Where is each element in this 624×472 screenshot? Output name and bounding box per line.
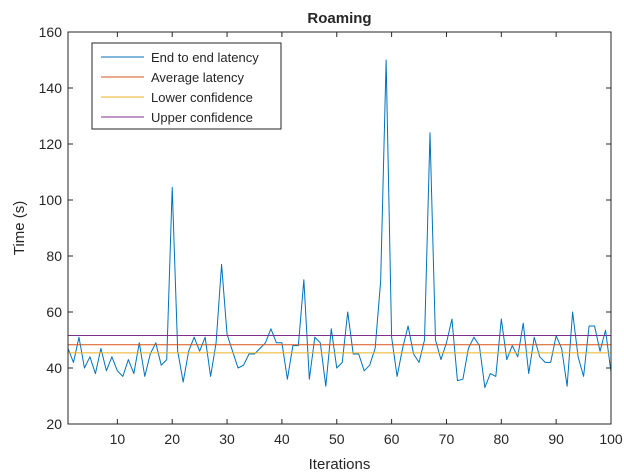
legend-label-2: Lower confidence — [151, 90, 253, 105]
series-layer — [67, 59, 612, 389]
y-tick-label-0: 20 — [46, 416, 62, 432]
x-tick-label-1: 20 — [164, 431, 180, 447]
legend: End to end latency Average latency Lower c… — [91, 42, 282, 130]
x-tick-label-4: 50 — [329, 431, 345, 447]
y-tick-label-3: 80 — [46, 248, 62, 264]
y-axis-title: Time (s) — [11, 201, 28, 255]
x-tick-label-2: 30 — [219, 431, 235, 447]
x-tick-label-7: 80 — [494, 431, 510, 447]
y-tick-label-7: 160 — [39, 24, 63, 40]
y-tick-label-5: 120 — [39, 136, 63, 152]
y-tick-label-1: 40 — [46, 360, 62, 376]
legend-label-3: Upper confidence — [151, 110, 253, 125]
legend-label-0: End to end latency — [151, 50, 259, 65]
y-tick-label-2: 60 — [46, 304, 62, 320]
ticks-layer: 10 20 30 40 50 60 70 80 90 100 20 40 60 80 100 120 140 16… — [39, 24, 623, 447]
x-tick-label-0: 10 — [110, 431, 126, 447]
series-line-0 — [67, 59, 612, 389]
y-tick-label-4: 100 — [39, 192, 63, 208]
x-tick-label-3: 40 — [274, 431, 290, 447]
legend-label-1: Average latency — [151, 70, 244, 85]
x-tick-label-5: 60 — [384, 431, 400, 447]
plot-frame — [67, 31, 612, 425]
y-tick-label-6: 140 — [39, 80, 63, 96]
x-tick-label-8: 90 — [548, 431, 564, 447]
x-axis-title: Iterations — [309, 456, 371, 472]
x-tick-label-9: 100 — [599, 431, 623, 447]
chart-title: Roaming — [307, 10, 371, 27]
x-tick-label-6: 70 — [439, 431, 455, 447]
